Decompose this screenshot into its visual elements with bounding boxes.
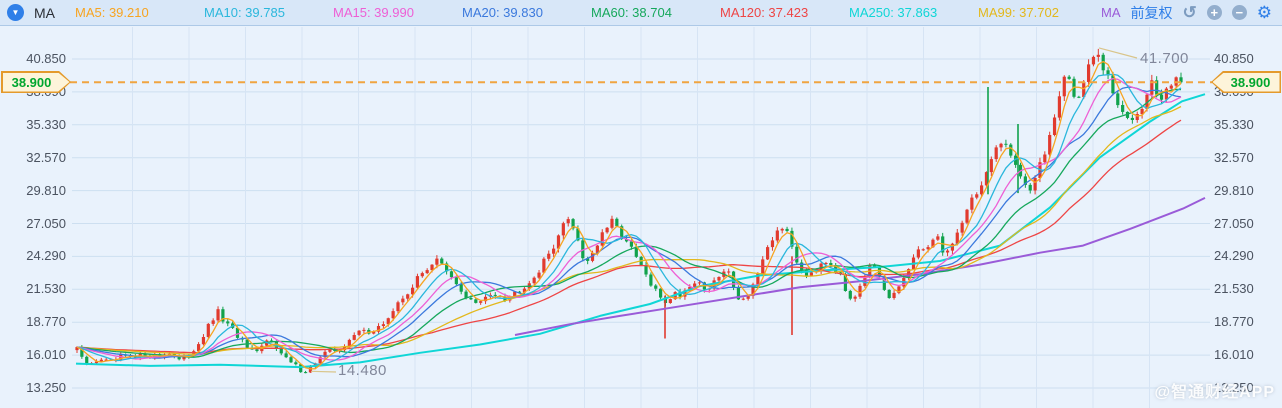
indicator-label: MA (34, 4, 55, 21)
current-price-badge-right: 38.900 (1211, 71, 1281, 93)
axis-label: 35.330 (1214, 116, 1254, 132)
axis-label: 18.770 (1214, 314, 1254, 330)
ma-extra-label: MA (1101, 5, 1121, 20)
axis-label: 13.250 (1214, 380, 1254, 395)
ma-legend-item: MA15: 39.990 (333, 5, 414, 20)
axis-label: 13.250 (26, 380, 66, 395)
ma-legend-item: MA5: 39.210 (75, 5, 149, 20)
ma-legend: MA5: 39.210 MA10: 39.785 MA15: 39.990 MA20:… (75, 5, 1101, 20)
axis-label: 27.050 (1214, 215, 1254, 231)
axis-label: 29.810 (26, 182, 66, 198)
period-high-annotation: 41.700 (1140, 50, 1189, 67)
undo-icon[interactable]: ↺ (1182, 3, 1197, 22)
axis-label: 32.570 (26, 149, 66, 165)
axis-label: 24.290 (1214, 248, 1254, 264)
chevron-down-icon: ▼ (11, 8, 20, 17)
zoom-in-icon[interactable]: + (1206, 5, 1222, 20)
chart-toolbar: ▼ MA MA5: 39.210 MA10: 39.785 MA15: 39.990… (0, 0, 1282, 26)
axis-label: 21.530 (26, 281, 66, 297)
axis-label: 16.010 (1214, 347, 1254, 363)
ma-legend-item: MA99: 37.702 (978, 5, 1059, 20)
period-low-annotation: 14.480 (338, 362, 387, 379)
watermark: @智通财经APP (1154, 384, 1275, 401)
current-price-badge-left: 38.900 (1, 71, 71, 93)
ma-legend-item: MA120: 37.423 (720, 5, 809, 20)
adjust-mode-button[interactable]: 前复权 (1130, 4, 1173, 21)
axis-label: 32.570 (1214, 149, 1254, 165)
ma-legend-item: MA60: 38.704 (591, 5, 672, 20)
axis-label: 35.330 (26, 116, 66, 132)
axis-label: 21.530 (1214, 281, 1254, 297)
ma-legend-item: MA10: 39.785 (204, 5, 285, 20)
zoom-out-icon[interactable]: − (1231, 5, 1247, 20)
collapse-indicator-button[interactable]: ▼ (7, 4, 24, 21)
axis-label: 27.050 (26, 215, 66, 231)
ma-legend-item: MA20: 39.830 (462, 5, 543, 20)
axis-label: 29.810 (1214, 182, 1254, 198)
axis-label: 18.770 (26, 314, 66, 330)
axis-label: 40.850 (1214, 51, 1254, 66)
settings-icon[interactable]: ⚙ (1256, 3, 1272, 22)
axis-label: 40.850 (26, 51, 66, 66)
ma-legend-item: MA250: 37.863 (849, 5, 938, 20)
axis-label: 16.010 (26, 347, 66, 363)
axis-label: 24.290 (26, 248, 66, 264)
